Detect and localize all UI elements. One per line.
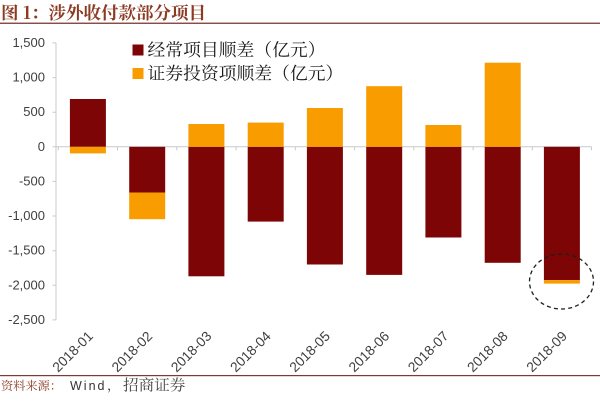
svg-text:-1,000: -1,000 (8, 208, 45, 223)
svg-text:1,000: 1,000 (12, 70, 45, 85)
svg-text:-2,000: -2,000 (8, 277, 45, 292)
svg-text:-1,500: -1,500 (8, 243, 45, 258)
svg-text:Wind: Wind (70, 379, 106, 393)
svg-text:-500: -500 (19, 173, 45, 188)
svg-text:0: 0 (38, 139, 45, 154)
svg-text:1,500: 1,500 (12, 35, 45, 50)
svg-text:500: 500 (23, 104, 45, 119)
svg-text:-2,500: -2,500 (8, 312, 45, 327)
